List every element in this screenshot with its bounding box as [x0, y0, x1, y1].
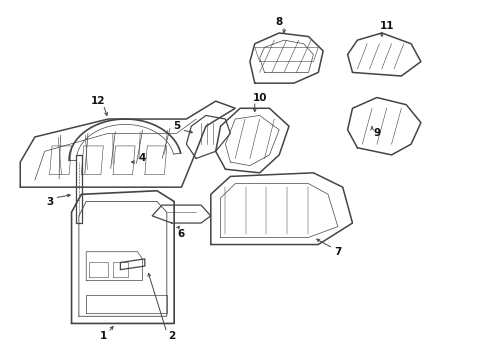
Text: 8: 8: [275, 17, 283, 27]
Text: 5: 5: [173, 121, 180, 131]
Text: 7: 7: [334, 247, 342, 257]
Text: 9: 9: [373, 129, 381, 138]
Text: 2: 2: [168, 331, 175, 341]
Text: 4: 4: [139, 153, 146, 163]
Text: 3: 3: [46, 197, 53, 207]
Text: 6: 6: [178, 229, 185, 239]
Text: 11: 11: [379, 21, 394, 31]
Text: 12: 12: [91, 96, 106, 106]
Text: 1: 1: [99, 331, 107, 341]
Text: 10: 10: [252, 93, 267, 103]
